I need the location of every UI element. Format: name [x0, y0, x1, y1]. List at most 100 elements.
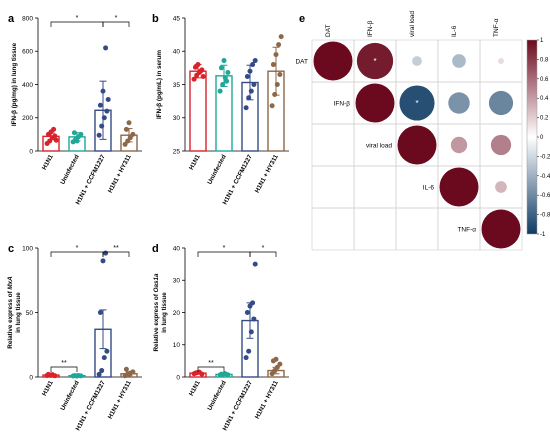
category-label: H1N1 + HY311: [107, 153, 133, 194]
heatmap-circle: [452, 54, 466, 68]
colorbar-tick-label: -0.8: [540, 213, 550, 219]
colorbar-tick-label: -0.2: [540, 154, 550, 160]
significance-label: **: [61, 360, 67, 367]
heatmap-circle: [490, 134, 512, 156]
heatmap-circle: [448, 92, 470, 114]
category-label: Uninfected: [59, 380, 81, 412]
heatmap-cell: [311, 207, 355, 251]
heatmap-circle: [450, 136, 468, 154]
data-point: [126, 120, 132, 126]
category-label: H1N1 + HY311: [254, 153, 280, 194]
heatmap-column-label: TNF-α: [493, 18, 500, 37]
data-point: [74, 373, 80, 379]
significance-label: *: [262, 245, 265, 252]
y-tick-label: 10: [173, 342, 181, 349]
heatmap-row-label: IL-6: [423, 184, 435, 191]
data-point: [97, 102, 103, 108]
heatmap-circle: [399, 85, 435, 121]
panel-b-ifnb-serum-chart: b 25 30 35 40 45 IFN-β (pg/mL) in serum H1N1 Uni…: [152, 13, 289, 206]
y-axis-label: Relative express of Oas1a: [153, 273, 160, 352]
heatmap-column-label: viral load: [409, 11, 416, 37]
colorbar-tick-label: -1: [540, 232, 546, 238]
data-point: [101, 115, 107, 121]
y-axis-label-gene: Oas1a: [153, 273, 160, 292]
data-point: [274, 82, 280, 87]
y-axis-label-prefix: Relative express of: [153, 292, 160, 351]
data-point: [104, 108, 110, 114]
data-point: [199, 371, 205, 377]
panel-label-d: d: [152, 243, 159, 255]
category-label: H1N1 + CCFM1227: [222, 379, 254, 432]
y-tick-label: 50: [26, 310, 34, 317]
data-point: [52, 133, 58, 139]
category-label: H1N1: [188, 379, 202, 397]
data-point: [123, 366, 129, 372]
data-point: [250, 62, 256, 68]
category-label: H1N1 + CCFM1227: [222, 153, 254, 206]
data-point: [251, 82, 257, 87]
panel-label-c: c: [8, 243, 14, 255]
data-point: [273, 356, 279, 362]
colorbar-tick-label: -0.4: [540, 174, 550, 180]
category-label: H1N1: [41, 379, 55, 397]
panel-label-e: e: [299, 13, 305, 25]
heatmap-significance-star: *: [373, 57, 376, 66]
y-tick-label: 600: [22, 49, 33, 56]
data-point: [278, 34, 284, 40]
data-point: [126, 372, 132, 378]
colorbar-tick-label: 0: [540, 135, 544, 141]
significance-bracket: [102, 21, 130, 27]
data-point: [101, 355, 107, 361]
data-point: [252, 58, 258, 64]
data-point: [225, 70, 231, 76]
data-point: [97, 310, 103, 315]
data-point: [96, 371, 102, 377]
data-point: [99, 368, 105, 374]
data-point: [269, 103, 275, 109]
heatmap-row-label: DAT: [295, 58, 308, 65]
data-point: [195, 62, 201, 68]
heatmap-circle: [356, 42, 394, 80]
data-point: [52, 373, 58, 379]
significance-label: **: [113, 245, 119, 252]
y-axis-label: Relative express of MxA: [7, 276, 14, 349]
data-point: [130, 131, 136, 137]
heatmap-cell: [353, 165, 397, 209]
y-tick-label: 0: [29, 374, 33, 381]
significance-bracket: [249, 251, 277, 257]
data-point: [276, 42, 282, 48]
heatmap-row-label: TNF-α: [457, 226, 476, 233]
panel-label-b: b: [152, 13, 159, 25]
y-tick-label: 20: [173, 310, 181, 317]
heatmap-circle: [439, 167, 479, 207]
data-point: [225, 372, 231, 378]
y-axis-label-line2: in lung tissue: [161, 292, 168, 333]
significance-bracket: [50, 366, 78, 372]
y-tick-label: 400: [22, 82, 33, 89]
heatmap-cell: [353, 207, 397, 251]
heatmap-circle: [495, 181, 507, 193]
significance-bracket: [102, 251, 130, 257]
data-point: [48, 372, 54, 378]
data-point: [248, 88, 254, 94]
category-label: Uninfected: [206, 154, 228, 186]
heatmap-cell: [311, 123, 355, 167]
category-label: Uninfected: [59, 154, 81, 186]
colorbar: [526, 39, 538, 235]
significance-bracket: [50, 21, 104, 27]
y-tick-label: 40: [173, 245, 181, 252]
data-point: [218, 65, 224, 71]
bar: [189, 70, 207, 152]
y-tick-label: 25: [173, 148, 181, 155]
y-axis-label-gene: MxA: [7, 276, 14, 290]
data-point: [243, 105, 249, 111]
significance-label: *: [223, 245, 226, 252]
data-point: [221, 58, 227, 64]
data-point: [192, 370, 198, 376]
data-point: [218, 371, 224, 377]
y-tick-label: 45: [173, 15, 181, 22]
significance-bracket: [197, 366, 225, 372]
y-axis-label-line2: in lung tissue: [15, 292, 22, 333]
